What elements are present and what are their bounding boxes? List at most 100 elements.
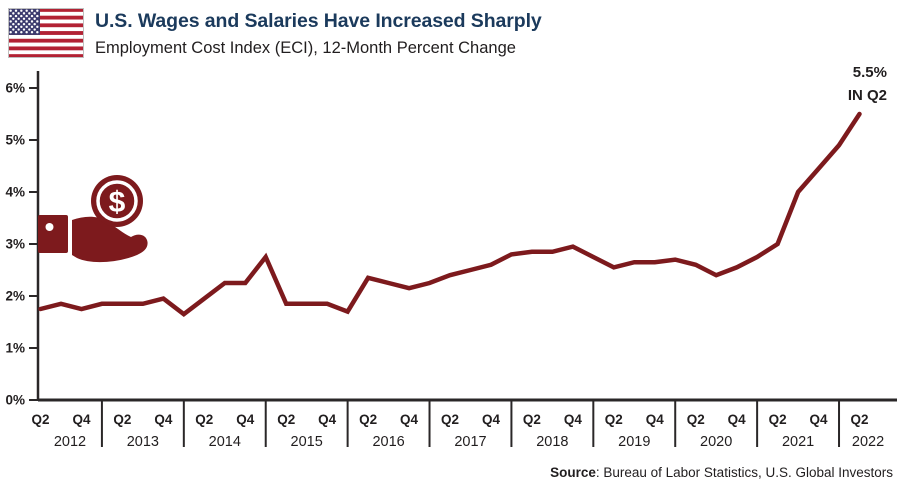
flag-star xyxy=(30,25,34,29)
y-tick-label: 6% xyxy=(5,81,25,96)
chart-header: U.S. Wages and Salaries Have Increased S… xyxy=(95,10,542,58)
flag-star xyxy=(14,9,18,12)
flag-star xyxy=(12,17,15,20)
flag-star xyxy=(17,28,20,31)
flag-star xyxy=(20,31,23,34)
x-quarter-label: Q4 xyxy=(236,412,255,427)
flag-star xyxy=(17,17,20,20)
source-note: Source: Bureau of Labor Statistics, U.S.… xyxy=(550,465,893,480)
flag-border xyxy=(8,8,84,58)
flag-star xyxy=(9,14,12,18)
x-quarter-label: Q2 xyxy=(523,412,541,427)
x-quarter-label: Q2 xyxy=(687,412,705,427)
x-year-label: 2020 xyxy=(700,434,732,450)
flag-stripe xyxy=(8,46,84,51)
x-quarter-label: Q4 xyxy=(482,412,501,427)
x-quarter-label: Q4 xyxy=(564,412,583,427)
flag-star xyxy=(17,22,20,26)
flag-stripe xyxy=(8,8,84,13)
flag-stripe xyxy=(8,27,84,32)
hand-shape xyxy=(72,216,148,263)
flag-star xyxy=(25,31,28,34)
flag-star xyxy=(30,31,34,34)
flag-star xyxy=(25,14,28,18)
flag-stripe xyxy=(8,54,84,59)
eci-line xyxy=(38,111,862,318)
x-year-label: 2021 xyxy=(782,434,814,450)
cuff-button xyxy=(45,223,54,231)
y-tick-label: 5% xyxy=(5,133,25,148)
flag-star xyxy=(22,17,26,20)
x-quarter-label: Q2 xyxy=(113,412,131,427)
peak-annotation-value: 5.5% xyxy=(852,64,887,81)
flag-stripe xyxy=(8,50,84,55)
flag-stripe xyxy=(8,15,84,20)
flag-star xyxy=(33,28,36,31)
flag-stripe xyxy=(8,19,84,24)
flag-star xyxy=(36,20,39,23)
x-quarter-label: Q2 xyxy=(605,412,623,427)
flag-star xyxy=(14,31,18,34)
x-quarter-label: Q2 xyxy=(195,412,213,427)
x-quarter-label: Q2 xyxy=(359,412,377,427)
y-tick-label: 2% xyxy=(5,289,25,304)
flag-star xyxy=(9,25,12,29)
x-year-label: 2012 xyxy=(54,434,86,450)
x-year-label: 2022 xyxy=(852,434,884,450)
flag-star xyxy=(12,12,15,15)
flag-star xyxy=(20,20,23,23)
eci-line-series xyxy=(38,111,862,318)
flag-star xyxy=(12,28,15,31)
source-label: Source xyxy=(550,465,596,480)
x-year-label: 2015 xyxy=(291,434,323,450)
flag-star xyxy=(25,9,28,12)
x-year-label: 2017 xyxy=(454,434,486,450)
x-quarter-label: Q4 xyxy=(728,412,747,427)
flag-star xyxy=(9,20,12,23)
y-tick-label: 1% xyxy=(5,341,25,356)
flag-stripe xyxy=(8,11,84,16)
flag-stripe xyxy=(8,38,84,43)
flag-star xyxy=(20,25,23,29)
flag-star xyxy=(33,22,36,26)
flag-star xyxy=(14,14,18,18)
x-quarter-label: Q4 xyxy=(646,412,665,427)
us-flag-graphic xyxy=(8,8,84,59)
x-axis-labels: Q2 Q4 Q2 Q4 Q2 Q4 Q2 Q4 Q2 Q4 Q2 Q4 Q2 Q4 Q2 Q4 Q2 Q4 Q2 Q4… xyxy=(31,400,884,450)
x-year-label: 2013 xyxy=(127,434,159,450)
flag-star xyxy=(9,31,12,34)
hand-holding-dollar-coin-icon: $ xyxy=(38,175,148,263)
peak-annotation: 5.5% IN Q2 xyxy=(848,61,887,107)
flag-stripe xyxy=(8,31,84,36)
flag-star xyxy=(36,14,39,18)
flag-star xyxy=(25,25,28,29)
coin-ring xyxy=(96,180,138,222)
flag-stripe xyxy=(8,23,84,28)
x-year-label: 2018 xyxy=(536,434,568,450)
flag-star xyxy=(33,12,36,15)
flag-star xyxy=(28,28,31,31)
flag-star xyxy=(20,9,23,12)
dollar-sign-icon: $ xyxy=(109,186,126,219)
x-quarter-label: Q2 xyxy=(277,412,295,427)
flag-star xyxy=(36,25,39,29)
y-tick-label: 4% xyxy=(5,185,25,200)
x-year-label: 2016 xyxy=(372,434,404,450)
flag-star xyxy=(14,20,18,23)
x-quarter-label: Q4 xyxy=(318,412,337,427)
peak-annotation-quarter: IN Q2 xyxy=(847,87,887,104)
page-subtitle: Employment Cost Index (ECI), 12-Month Pe… xyxy=(95,39,516,57)
flag-star xyxy=(14,25,18,29)
flag-star xyxy=(12,22,15,26)
flag-star xyxy=(20,14,23,18)
y-tick-label: 3% xyxy=(5,237,25,252)
x-quarter-label: Q2 xyxy=(850,412,868,427)
flag-star xyxy=(22,12,26,15)
y-tick-label: 0% xyxy=(5,393,25,408)
flag-star xyxy=(36,31,39,34)
flag-star xyxy=(28,12,31,15)
flag-star xyxy=(30,9,34,12)
source-detail: : Bureau of Labor Statistics, U.S. Globa… xyxy=(595,465,893,480)
